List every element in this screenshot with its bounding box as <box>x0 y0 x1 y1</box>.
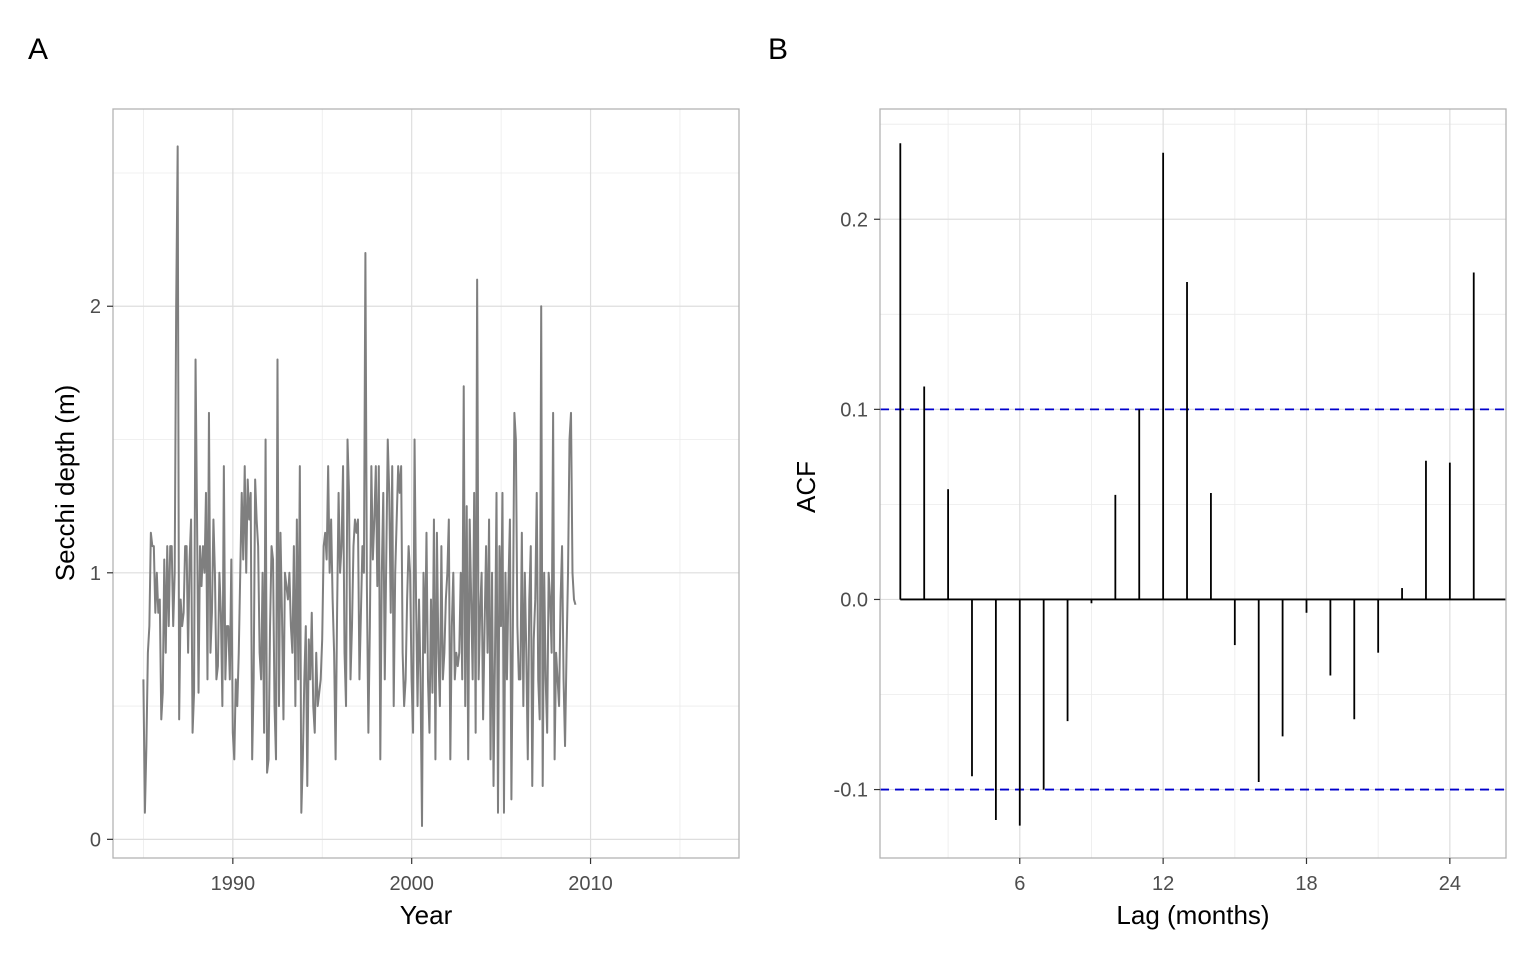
x-tick-label-b: 18 <box>1295 873 1317 895</box>
x-tick-label-b: 24 <box>1439 873 1461 895</box>
x-axis-title-b: Lag (months) <box>1116 900 1269 930</box>
x-tick-label-a: 2010 <box>568 873 613 895</box>
y-tick-label-b: 0.0 <box>840 589 868 611</box>
y-tick-label-a: 1 <box>90 563 101 585</box>
x-tick-label-b: 6 <box>1014 873 1025 895</box>
y-tick-label-b: 0.2 <box>840 209 868 231</box>
x-tick-label-a: 1990 <box>211 873 256 895</box>
x-tick-label-a: 2000 <box>389 873 434 895</box>
plot-border-a <box>112 108 740 859</box>
panel-tag-b: B <box>768 33 788 66</box>
series-line-secchi-depth <box>142 145 577 828</box>
x-tick-label-b: 12 <box>1152 873 1174 895</box>
y-tick-label-b: -0.1 <box>834 780 868 802</box>
chart-panel-b: 6 12 18 24 -0.1 0.0 0.1 0.2 <box>834 108 1507 895</box>
chart-panel-a: 1990 2000 2010 0 1 2 <box>90 108 740 895</box>
x-axis-title-a: Year <box>400 900 453 930</box>
y-axis-title-b: ACF <box>791 461 821 513</box>
plot-background-a <box>113 109 739 858</box>
plot-background-b <box>880 109 1506 858</box>
y-axis-title-a: Secchi depth (m) <box>50 385 80 582</box>
y-tick-label-b: 0.1 <box>840 399 868 421</box>
y-tick-label-a: 2 <box>90 296 101 318</box>
plot-border-b <box>879 108 1507 859</box>
y-tick-label-a: 0 <box>90 829 101 851</box>
panel-tag-a: A <box>28 33 48 66</box>
